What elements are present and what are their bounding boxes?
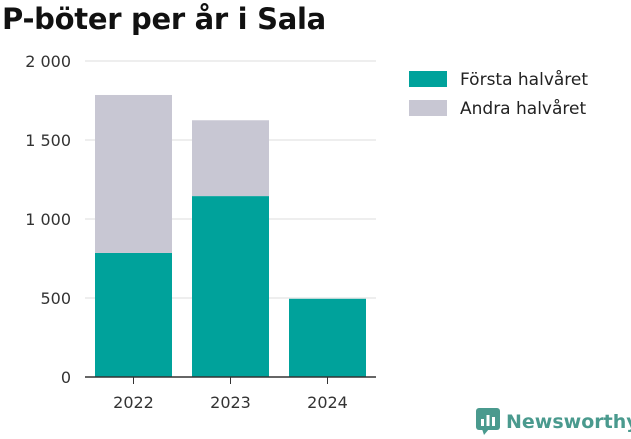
bar-2023-series-1 xyxy=(192,120,269,197)
bars xyxy=(95,94,366,377)
legend: Första halvåret Andra halvåret xyxy=(409,69,588,119)
bar-2023-series-0 xyxy=(192,196,269,377)
legend-label: Andra halvåret xyxy=(460,98,586,119)
y-tick-label: 500 xyxy=(40,289,71,308)
newsworthy-logo-icon xyxy=(476,408,500,435)
x-axis: 2022 2023 2024 xyxy=(85,376,376,412)
legend-swatch xyxy=(409,100,447,116)
brand-name: Newsworthy xyxy=(506,411,631,433)
bar-2024-series-0 xyxy=(289,298,366,377)
y-tick-label: 1 500 xyxy=(25,131,71,150)
bar-2022-series-1 xyxy=(95,94,172,253)
x-tick-label: 2024 xyxy=(307,393,348,412)
y-tick-label: 2 000 xyxy=(25,52,71,71)
legend-swatch xyxy=(409,71,447,87)
x-tick-label: 2023 xyxy=(210,393,251,412)
x-tick-label: 2022 xyxy=(113,393,154,412)
legend-label: Första halvåret xyxy=(460,69,588,90)
chart-title: P-böter per år i Sala xyxy=(2,2,326,36)
y-axis: 0 500 1 000 1 500 2 000 xyxy=(25,52,71,387)
bar-2022-series-0 xyxy=(95,252,172,377)
y-tick-label: 0 xyxy=(61,368,71,387)
brand-logo: Newsworthy xyxy=(476,408,631,436)
y-tick-label: 1 000 xyxy=(25,210,71,229)
